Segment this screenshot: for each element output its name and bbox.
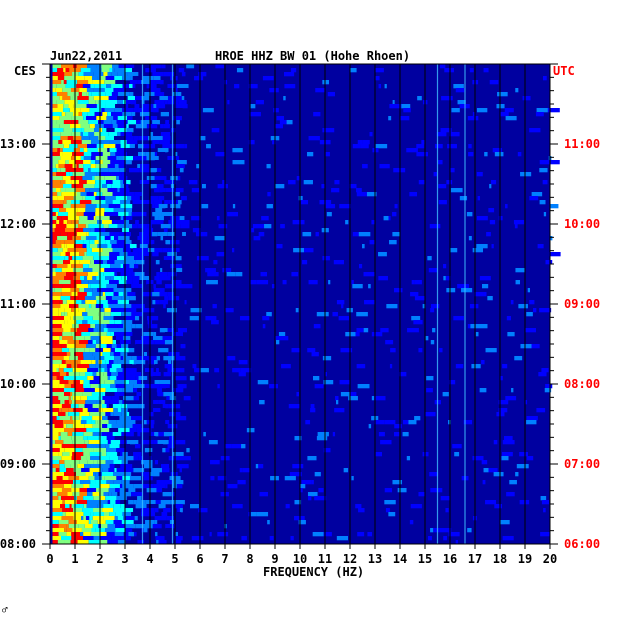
- y-tick-label-local-3: 11:00: [0, 297, 36, 311]
- x-tick-label-7: 7: [221, 552, 228, 566]
- x-axis-label: FREQUENCY (HZ): [263, 565, 365, 579]
- x-tick-label-6: 6: [196, 552, 203, 566]
- x-tick-label-16: 16: [443, 552, 457, 566]
- x-tick-label-11: 11: [318, 552, 332, 566]
- x-tick-label-8: 8: [246, 552, 253, 566]
- y-tick-label-local-4: 12:00: [0, 217, 36, 231]
- x-tick-label-15: 15: [418, 552, 432, 566]
- y-tick-label-utc-3: 09:00: [564, 297, 600, 311]
- x-tick-label-5: 5: [171, 552, 178, 566]
- y-tick-label-local-2: 10:00: [0, 377, 36, 391]
- x-tick-label-19: 19: [518, 552, 532, 566]
- x-tick-label-2: 2: [96, 552, 103, 566]
- x-tick-label-9: 9: [271, 552, 278, 566]
- footer-mark: ♂: [2, 606, 8, 616]
- x-tick-label-13: 13: [368, 552, 382, 566]
- right-timezone-label: UTC: [553, 64, 575, 78]
- left-timezone-label: CES: [14, 64, 36, 78]
- y-tick-label-utc-1: 07:00: [564, 457, 600, 471]
- x-tick-label-14: 14: [393, 552, 407, 566]
- chart-date: Jun22,2011: [50, 49, 123, 63]
- x-tick-label-10: 10: [293, 552, 307, 566]
- x-tick-label-20: 20: [543, 552, 557, 566]
- x-tick-label-4: 4: [146, 552, 153, 566]
- chart-title: HROE HHZ BW 01 (Hohe Rhoen): [215, 49, 411, 63]
- x-tick-label-3: 3: [121, 552, 128, 566]
- y-tick-label-local-1: 09:00: [0, 457, 36, 471]
- x-tick-label-18: 18: [493, 552, 507, 566]
- x-tick-label-0: 0: [46, 552, 53, 566]
- y-tick-label-utc-5: 11:00: [564, 137, 600, 151]
- y-tick-label-local-0: 08:00: [0, 537, 36, 551]
- y-tick-label-local-5: 13:00: [0, 137, 36, 151]
- x-tick-label-1: 1: [71, 552, 78, 566]
- y-tick-label-utc-0: 06:00: [564, 537, 600, 551]
- x-tick-label-17: 17: [468, 552, 482, 566]
- y-tick-label-utc-2: 08:00: [564, 377, 600, 391]
- y-tick-label-utc-4: 10:00: [564, 217, 600, 231]
- x-tick-label-12: 12: [343, 552, 357, 566]
